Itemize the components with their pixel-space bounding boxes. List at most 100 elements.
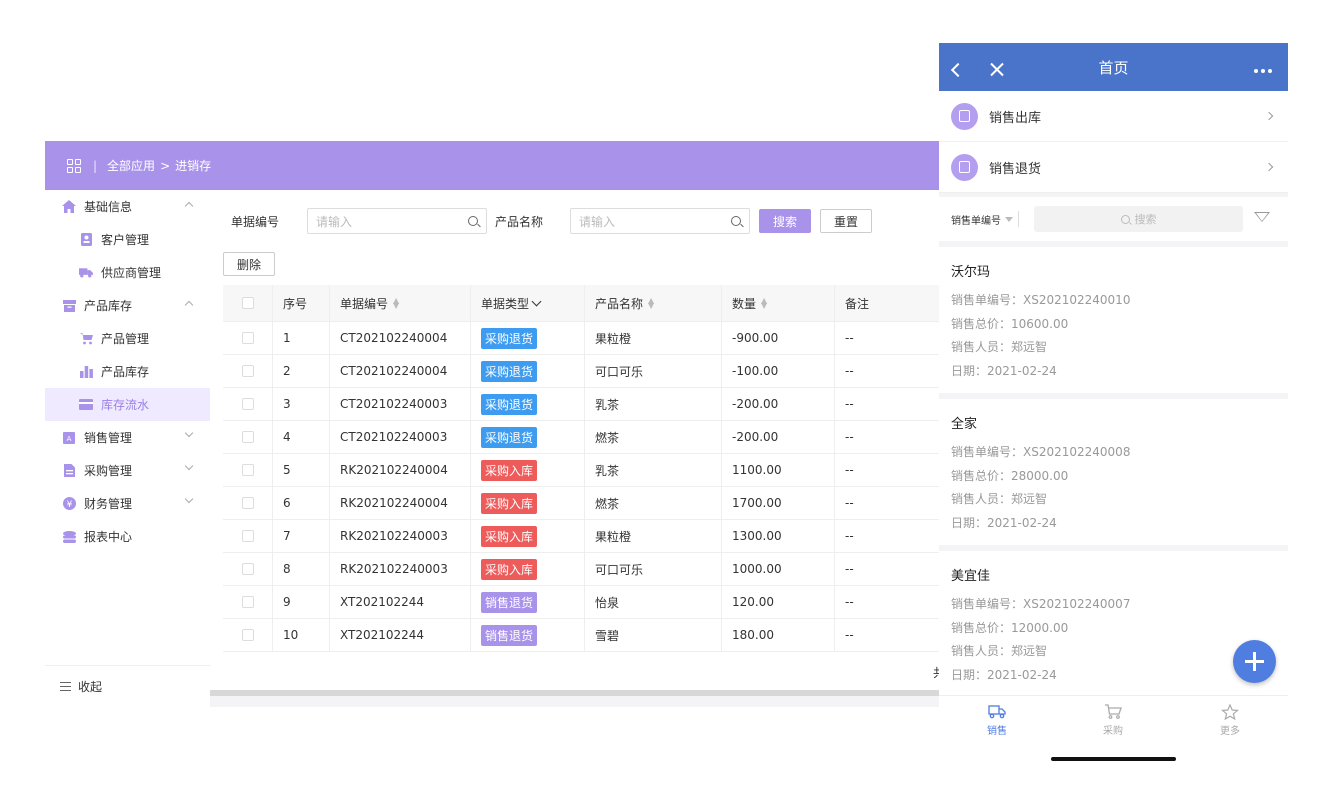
menu-sales-return[interactable]: 销售退货 xyxy=(939,142,1288,193)
sidebar-item-label: 产品库存 xyxy=(84,299,133,313)
row-order-no: RK202102240004 xyxy=(330,454,471,486)
row-checkbox[interactable] xyxy=(241,563,254,575)
row-checkbox[interactable] xyxy=(241,629,254,641)
more-icon[interactable] xyxy=(1254,69,1272,73)
sidebar-item-sales[interactable]: A 销售管理 xyxy=(45,421,210,454)
row-checkbox[interactable] xyxy=(241,431,254,443)
table-row[interactable]: 7 RK202102240003 采购入库 果粒橙 1300.00 -- xyxy=(223,520,945,553)
sidebar-item-finance[interactable]: ¥ 财务管理 xyxy=(45,487,210,520)
mobile-app: 首页 销售出库 销售退货 销售单编号 搜索 沃尔玛 销售单编号：XS202102… xyxy=(939,43,1288,770)
order-type-tag: 采购入库 xyxy=(481,459,538,481)
row-index-text: 6 xyxy=(283,496,291,510)
sidebar-item-customers[interactable]: 客户管理 xyxy=(45,223,210,256)
sidebar-item-product-stock[interactable]: 产品库存 xyxy=(45,355,210,388)
tab-purchase[interactable]: 采购 xyxy=(1083,704,1143,737)
table-row[interactable]: 4 CT202102240003 采购退货 燃茶 -200.00 -- xyxy=(223,421,945,454)
box-icon xyxy=(62,299,76,313)
header-product-name[interactable]: 产品名称 ▲ ▼ xyxy=(585,285,722,321)
row-quantity-text: 180.00 xyxy=(732,628,774,642)
row-select-cell xyxy=(223,487,273,519)
sidebar-item-basic-info[interactable]: 基础信息 xyxy=(45,190,210,223)
row-checkbox[interactable] xyxy=(241,530,254,542)
table-row[interactable]: 5 RK202102240004 采购入库 乳茶 1100.00 -- xyxy=(223,454,945,487)
sort-icon[interactable]: ▲ ▼ xyxy=(648,296,655,310)
table-row[interactable]: 9 XT202102244 销售退货 怡泉 120.00 -- xyxy=(223,586,945,619)
select-all-checkbox[interactable] xyxy=(241,297,254,309)
order-number: 销售单编号：XS202102240010 xyxy=(951,293,1131,307)
collapse-sidebar-button[interactable]: 收起 xyxy=(45,665,210,707)
table-row[interactable]: 10 XT202102244 销售退货 雪碧 180.00 -- xyxy=(223,619,945,652)
sales-order-card[interactable]: 全家 销售单编号：XS202102240008 销售总价：28000.00 销售… xyxy=(939,399,1288,545)
row-quantity: 120.00 xyxy=(722,586,835,618)
breadcrumb-root[interactable]: 全部应用 xyxy=(107,159,156,173)
order-type-tag: 销售退货 xyxy=(481,624,538,646)
table-row[interactable]: 1 CT202102240004 采购退货 果粒橙 -900.00 -- xyxy=(223,322,945,355)
row-checkbox[interactable] xyxy=(241,596,254,608)
row-select-cell xyxy=(223,619,273,651)
row-index: 3 xyxy=(273,388,330,420)
back-icon[interactable] xyxy=(950,62,966,78)
header-order-type[interactable]: 单据类型 xyxy=(471,285,585,321)
sidebar-item-label: 库存流水 xyxy=(101,398,150,412)
header-order-no[interactable]: 单据编号 ▲ ▼ xyxy=(330,285,471,321)
order-total: 销售总价：12000.00 xyxy=(951,620,1069,635)
sidebar-item-purchase[interactable]: 采购管理 xyxy=(45,454,210,487)
product-name-label: 产品名称 xyxy=(495,214,544,229)
filter-field-select[interactable]: 销售单编号 xyxy=(951,215,1001,227)
row-index-text: 3 xyxy=(283,397,291,411)
filter-chevron-down-icon[interactable] xyxy=(531,296,542,306)
sort-icon[interactable]: ▲ ▼ xyxy=(761,296,768,310)
table-row[interactable]: 3 CT202102240003 采购退货 乳茶 -200.00 -- xyxy=(223,388,945,421)
add-button[interactable] xyxy=(1233,640,1276,683)
row-note-text: -- xyxy=(845,364,854,378)
row-order-no: CT202102240003 xyxy=(330,421,471,453)
row-quantity-text: 1000.00 xyxy=(732,562,782,576)
mobile-search-input[interactable]: 搜索 xyxy=(1034,206,1243,232)
database-icon xyxy=(62,530,76,544)
header-quantity[interactable]: 数量 ▲ ▼ xyxy=(722,285,835,321)
svg-text:¥: ¥ xyxy=(66,500,72,510)
order-no-label: 单据编号 xyxy=(231,214,280,229)
horizontal-scrollbar[interactable] xyxy=(210,690,945,696)
sidebar-item-product-management[interactable]: 产品管理 xyxy=(45,322,210,355)
row-quantity: 1100.00 xyxy=(722,454,835,486)
search-icon xyxy=(468,216,479,226)
sidebar-item-stock-flow[interactable]: 库存流水 xyxy=(45,388,210,421)
table-row[interactable]: 6 RK202102240004 采购入库 燃茶 1700.00 -- xyxy=(223,487,945,520)
row-product-name: 燃茶 xyxy=(585,487,722,519)
header-select-cell xyxy=(223,285,273,321)
sidebar-item-product-inventory[interactable]: 产品库存 xyxy=(45,289,210,322)
sidebar-item-reports[interactable]: 报表中心 xyxy=(45,520,210,553)
order-type-tag: 采购退货 xyxy=(481,327,538,349)
tab-more[interactable]: 更多 xyxy=(1200,703,1260,737)
row-checkbox[interactable] xyxy=(241,365,254,377)
row-index-text: 10 xyxy=(283,628,299,642)
menu-sales-outbound[interactable]: 销售出库 xyxy=(939,91,1288,142)
row-checkbox[interactable] xyxy=(241,332,254,344)
close-icon[interactable] xyxy=(989,62,1005,78)
row-quantity: 1700.00 xyxy=(722,487,835,519)
home-indicator xyxy=(1051,757,1176,761)
table-row[interactable]: 8 RK202102240003 采购入库 可口可乐 1000.00 -- xyxy=(223,553,945,586)
row-index: 10 xyxy=(273,619,330,651)
row-product-name-text: 乳茶 xyxy=(595,397,620,412)
row-checkbox[interactable] xyxy=(241,497,254,509)
sort-icon[interactable]: ▲ ▼ xyxy=(393,296,400,310)
app-grid-icon[interactable] xyxy=(67,158,81,173)
delete-button[interactable]: 删除 xyxy=(223,252,275,276)
table-row[interactable]: 2 CT202102240004 采购退货 可口可乐 -100.00 -- xyxy=(223,355,945,388)
search-button[interactable]: 搜索 xyxy=(759,209,812,233)
sales-order-card[interactable]: 沃尔玛 销售单编号：XS202102240010 销售总价：10600.00 销… xyxy=(939,247,1288,393)
order-no-input[interactable]: 请输入 xyxy=(307,208,488,234)
row-note: -- xyxy=(835,619,945,651)
row-checkbox[interactable] xyxy=(241,398,254,410)
row-order-type: 采购入库 xyxy=(471,520,585,552)
product-name-input[interactable]: 请输入 xyxy=(570,208,751,234)
row-checkbox[interactable] xyxy=(241,464,254,476)
reset-button[interactable]: 重置 xyxy=(820,209,873,233)
filter-funnel-icon[interactable] xyxy=(1254,212,1270,222)
row-order-no-text: RK202102240003 xyxy=(340,529,448,543)
sidebar-item-suppliers[interactable]: 供应商管理 xyxy=(45,256,210,289)
tab-sales[interactable]: 销售 xyxy=(967,704,1027,737)
sales-order-card[interactable]: 美宜佳 销售单编号：XS202102240007 销售总价：12000.00 销… xyxy=(939,551,1288,697)
